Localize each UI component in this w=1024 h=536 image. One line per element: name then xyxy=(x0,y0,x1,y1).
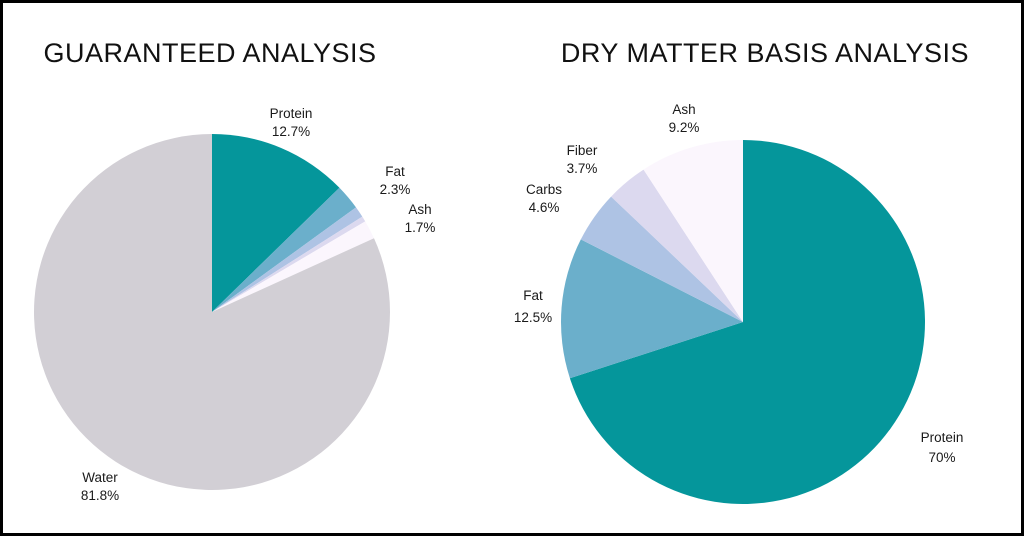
label-protein-value-right: 70% xyxy=(928,450,955,465)
label-carbs-name: Carbs xyxy=(526,182,562,197)
label-fiber-value: 3.7% xyxy=(567,161,598,176)
pie-slice-unlabeled-3-left xyxy=(212,216,366,312)
label-carbs-value: 4.6% xyxy=(529,200,560,215)
label-fat-name-right: Fat xyxy=(523,288,543,303)
pie-slice-unlabeled-2-left xyxy=(212,207,363,312)
label-water-name: Water xyxy=(82,470,118,485)
dry-matter-pie xyxy=(561,140,926,505)
label-ash-name-right: Ash xyxy=(672,102,695,117)
label-fat-value-right: 12.5% xyxy=(514,310,552,325)
pie-slice-water-left xyxy=(34,134,391,490)
label-protein-name-left: Protein xyxy=(270,106,313,121)
label-protein-name-right: Protein xyxy=(921,430,964,445)
pie-slice-protein-right xyxy=(569,140,926,505)
pie-slice-fiber-right xyxy=(611,169,743,322)
pie-slice-fat-right xyxy=(561,239,743,379)
label-fat-value-left: 2.3% xyxy=(380,182,411,197)
pie-slice-carbs-right xyxy=(580,196,743,322)
pie-slice-ash-right xyxy=(643,140,743,322)
label-water-value: 81.8% xyxy=(81,488,119,503)
guaranteed-analysis-pie xyxy=(34,134,391,490)
label-fat-name-left: Fat xyxy=(385,164,405,179)
pie-slice-protein-left xyxy=(212,134,340,312)
guaranteed-analysis-title: GUARANTEED ANALYSIS xyxy=(43,38,377,68)
label-ash-value-left: 1.7% xyxy=(405,220,436,235)
pie-slice-ash-left xyxy=(212,221,374,312)
pie-slice-fat-left xyxy=(212,187,357,312)
label-fiber-name: Fiber xyxy=(567,143,598,158)
label-ash-value-right: 9.2% xyxy=(669,120,700,135)
label-ash-name-left: Ash xyxy=(408,202,431,217)
dry-matter-title: DRY MATTER BASIS ANALYSIS xyxy=(560,38,970,68)
label-protein-value-left: 12.7% xyxy=(272,124,310,139)
